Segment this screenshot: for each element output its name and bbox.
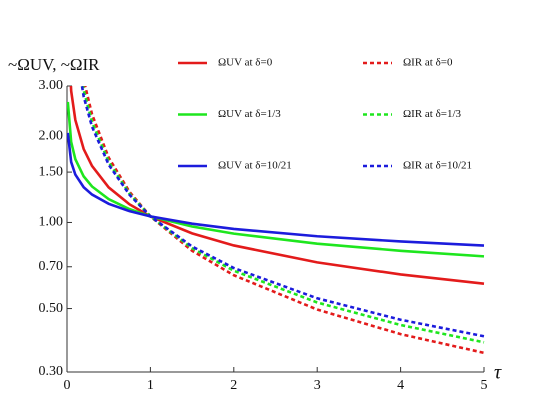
y-tick-label: 1.00 <box>39 215 64 230</box>
x-axis-label: τ <box>494 362 502 384</box>
x-tick-label: 1 <box>147 378 154 393</box>
line <box>69 86 485 285</box>
line <box>67 101 485 258</box>
y-axis-label: ~ΩUV, ~ΩIR <box>8 55 100 74</box>
y-tick-label: 0.70 <box>39 259 64 274</box>
legend-label: ΩUV at δ=1/3 <box>218 108 281 120</box>
line <box>83 86 485 355</box>
y-tick-label: 0.50 <box>39 301 64 316</box>
legend-label: ΩIR at δ=0 <box>403 57 453 69</box>
y-tick-label: 1.50 <box>39 164 64 179</box>
legend-label: ΩIR at δ=1/3 <box>403 108 462 120</box>
line <box>67 132 485 247</box>
legend-label: ΩUV at δ=10/21 <box>218 160 292 172</box>
x-tick-label: 3 <box>314 378 321 393</box>
x-tick-label: 0 <box>64 378 71 393</box>
x-tick-label: 2 <box>230 378 237 393</box>
line <box>81 86 485 344</box>
line <box>80 86 485 338</box>
y-tick-label: 2.00 <box>39 129 64 144</box>
y-tick-label: 0.30 <box>39 364 64 379</box>
legend-label: ΩUV at δ=0 <box>218 57 273 69</box>
legend-label: ΩIR at δ=10/21 <box>403 160 472 172</box>
y-tick-label: 3.00 <box>39 78 64 93</box>
x-tick-label: 5 <box>481 378 488 393</box>
x-tick-label: 4 <box>397 378 404 393</box>
